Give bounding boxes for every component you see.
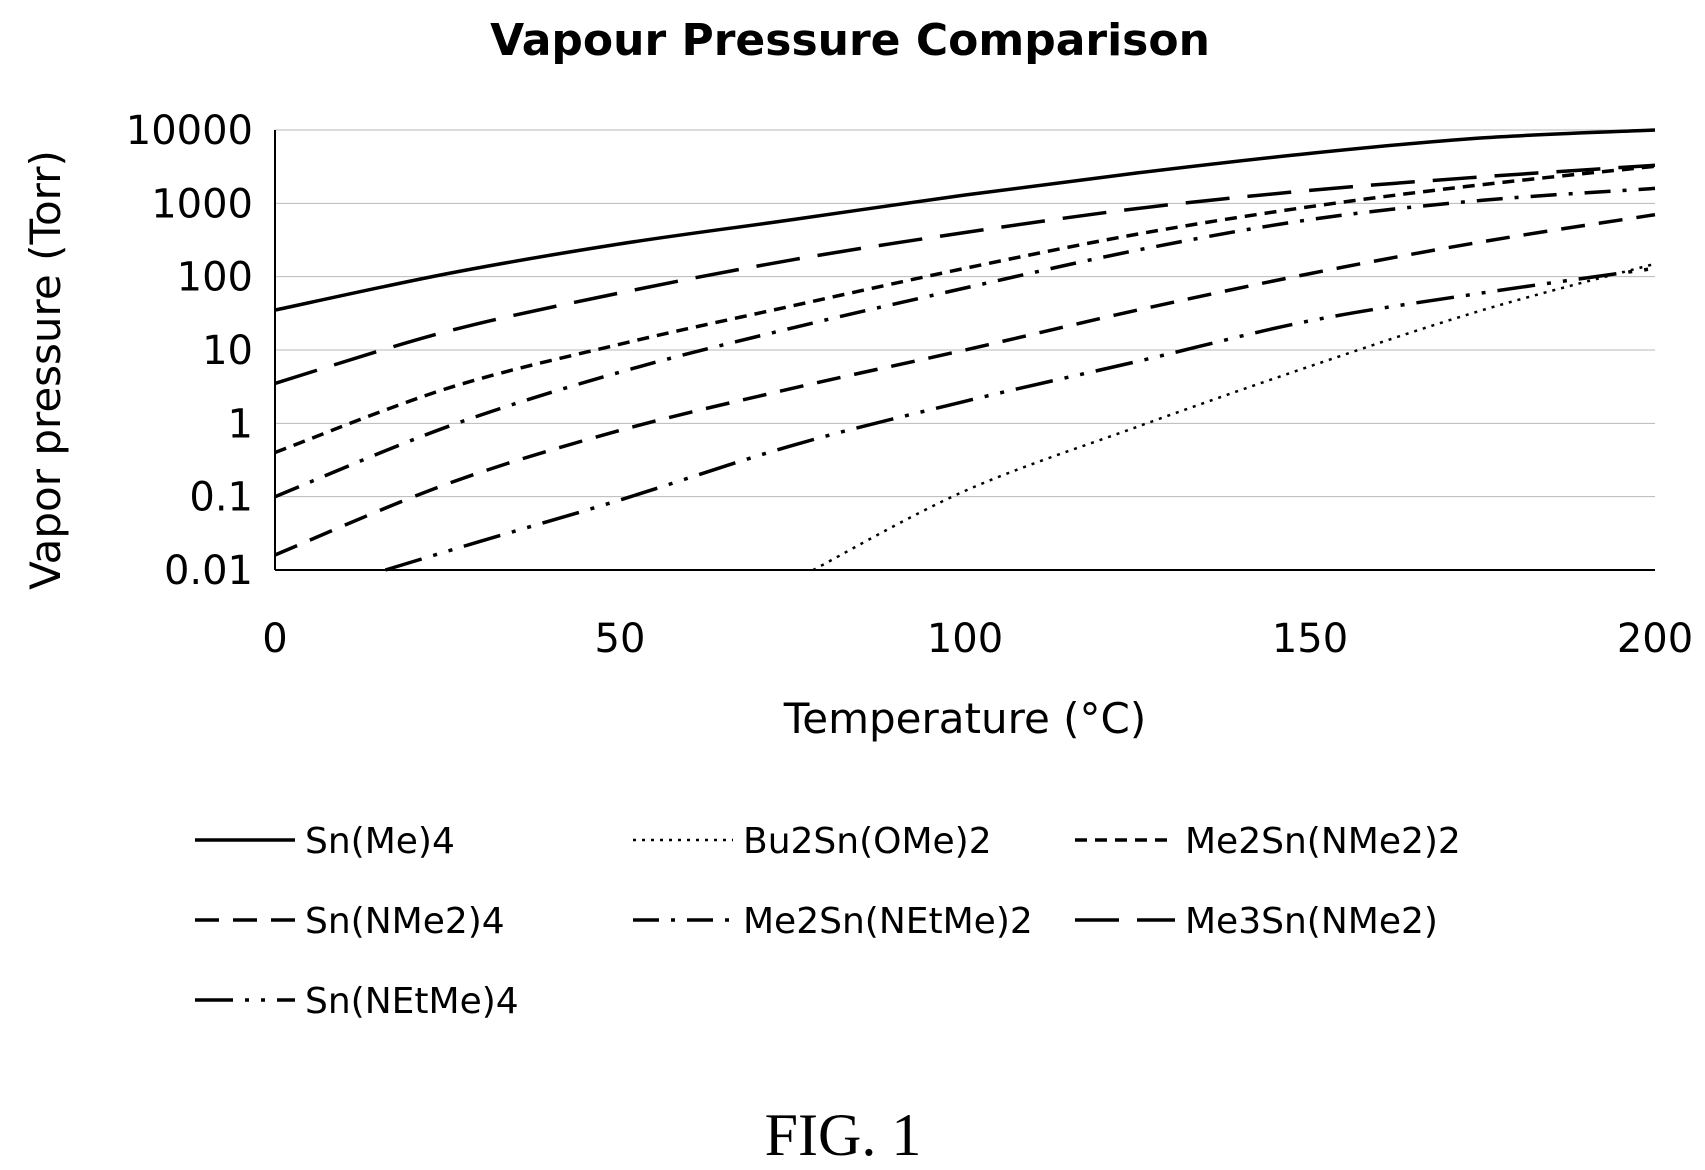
series-curves — [274, 128, 1656, 572]
x-tick-labels: 0 50 100 150 200 — [262, 616, 1693, 662]
y-tick-label: 10000 — [126, 108, 253, 154]
x-tick-label: 50 — [595, 616, 646, 662]
series-line-6 — [274, 163, 1656, 386]
x-tick-label: 100 — [927, 616, 1003, 662]
x-tick-label: 0 — [262, 616, 287, 662]
series-line-2 — [812, 262, 1656, 572]
x-axis-label: Temperature (°C) — [783, 694, 1147, 743]
legend-label: Me3Sn(NMe2) — [1185, 901, 1438, 942]
series-line-7 — [384, 266, 1656, 572]
legend-label: Sn(Me)4 — [305, 821, 455, 862]
y-tick-label: 100 — [177, 255, 253, 301]
legend-label: Sn(NEtMe)4 — [305, 981, 519, 1022]
figure-caption: FIG. 1 — [765, 1102, 922, 1168]
legend: Sn(Me)4 Bu2Sn(OMe)2 Me2Sn(NMe2)2 Sn(NMe2)4 M… — [195, 821, 1461, 1022]
gridlines — [275, 129, 1655, 498]
series-line-5 — [274, 186, 1656, 499]
y-axis-label: Vapor pressure (Torr) — [21, 150, 70, 590]
chart-title: Vapour Pressure Comparison — [490, 15, 1210, 66]
y-tick-label: 10 — [202, 328, 253, 374]
legend-label: Me2Sn(NMe2)2 — [1185, 821, 1461, 862]
series-line-1 — [274, 128, 1656, 312]
series-line-3 — [274, 164, 1656, 455]
y-tick-label: 1 — [228, 401, 253, 447]
x-tick-label: 200 — [1617, 616, 1693, 662]
y-tick-label: 0.01 — [164, 548, 253, 594]
y-tick-label: 1000 — [151, 181, 253, 227]
y-tick-label: 0.1 — [189, 475, 253, 521]
legend-label: Me2Sn(NEtMe)2 — [743, 901, 1033, 942]
series-line-4 — [274, 212, 1656, 557]
legend-label: Sn(NMe2)4 — [305, 901, 505, 942]
legend-label: Bu2Sn(OMe)2 — [743, 821, 992, 862]
x-tick-label: 150 — [1272, 616, 1348, 662]
y-tick-labels: 0.01 0.1 1 10 100 1000 10000 — [126, 108, 253, 594]
